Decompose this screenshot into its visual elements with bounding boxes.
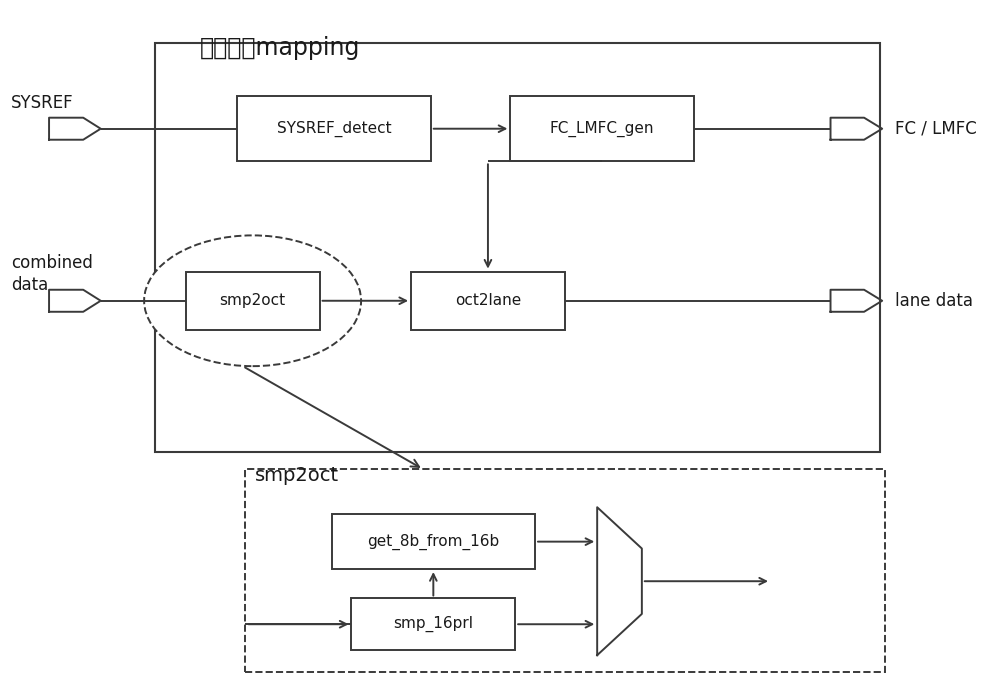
- Text: SYSREF_detect: SYSREF_detect: [277, 121, 391, 137]
- FancyBboxPatch shape: [186, 272, 320, 330]
- Ellipse shape: [144, 236, 361, 366]
- FancyBboxPatch shape: [237, 96, 431, 162]
- Text: smp2oct: smp2oct: [255, 466, 339, 484]
- Text: smp_16prl: smp_16prl: [393, 616, 473, 632]
- FancyBboxPatch shape: [411, 272, 565, 330]
- FancyBboxPatch shape: [245, 469, 885, 672]
- Text: combined
data: combined data: [11, 254, 93, 294]
- Text: FC_LMFC_gen: FC_LMFC_gen: [550, 121, 654, 137]
- FancyBboxPatch shape: [155, 43, 880, 452]
- Text: SYSREF: SYSREF: [11, 93, 74, 111]
- Text: FC / LMFC: FC / LMFC: [895, 120, 977, 138]
- Text: oct2lane: oct2lane: [455, 293, 521, 308]
- Text: 映射单元mapping: 映射单元mapping: [200, 36, 360, 60]
- FancyBboxPatch shape: [351, 598, 515, 650]
- Text: lane data: lane data: [895, 292, 973, 310]
- FancyBboxPatch shape: [332, 514, 535, 569]
- Text: smp2oct: smp2oct: [220, 293, 286, 308]
- FancyBboxPatch shape: [510, 96, 694, 162]
- Text: get_8b_from_16b: get_8b_from_16b: [367, 533, 499, 550]
